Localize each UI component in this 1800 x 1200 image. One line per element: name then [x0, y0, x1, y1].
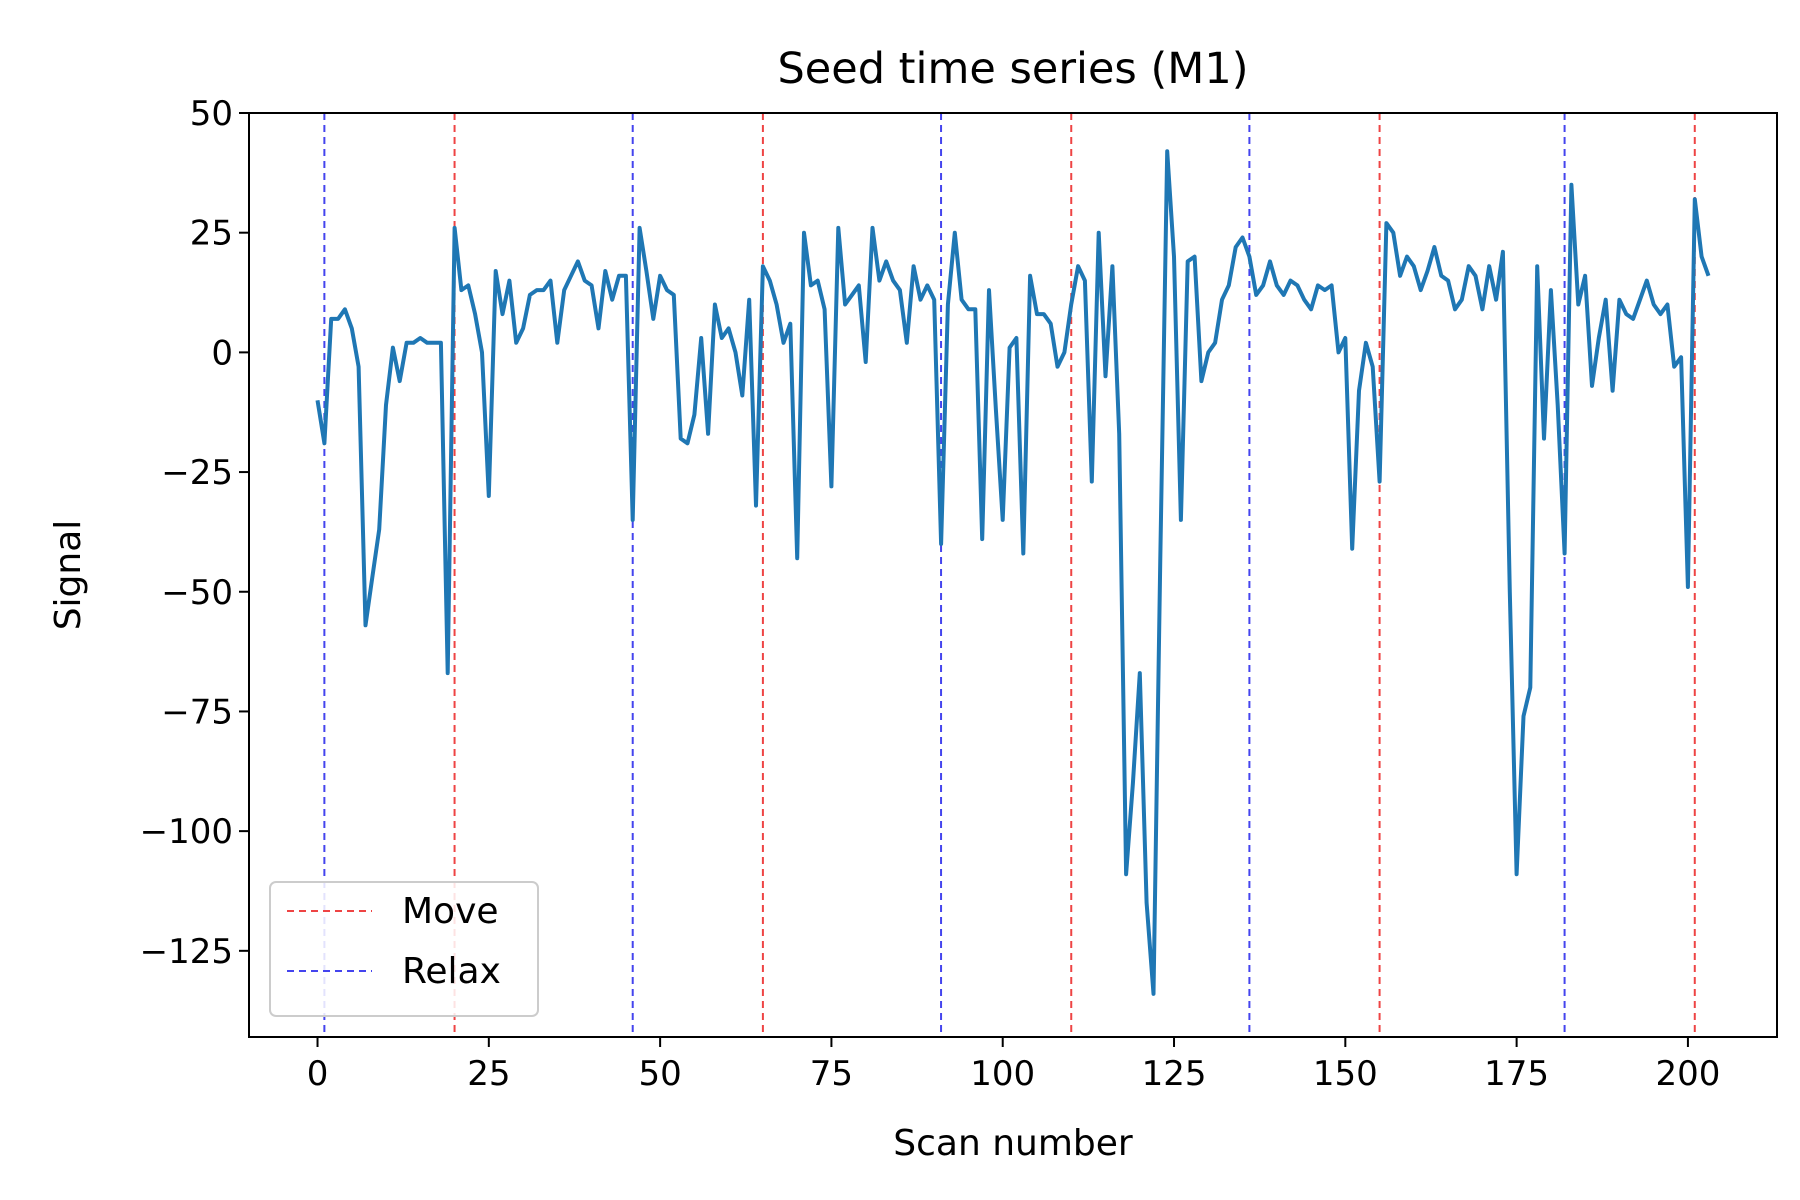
- legend-label-move: Move: [402, 891, 499, 932]
- y-tick-label: −125: [140, 932, 233, 972]
- x-tick-label: 25: [467, 1054, 510, 1094]
- y-tick-label: −100: [140, 812, 233, 852]
- x-tick-label: 50: [638, 1054, 681, 1094]
- x-axis-label: Scan number: [893, 1123, 1133, 1164]
- x-tick-label: 175: [1484, 1054, 1549, 1094]
- y-axis-ticks: 50 25 0 −25 −50 −75 −100 −125: [140, 94, 249, 972]
- y-axis-label: Signal: [48, 520, 89, 631]
- x-tick-label: 100: [970, 1054, 1035, 1094]
- x-tick-label: 125: [1142, 1054, 1207, 1094]
- plot-frame: [248, 112, 1778, 1038]
- x-tick-label: 75: [810, 1054, 853, 1094]
- series-group: [315, 149, 1711, 996]
- y-tick-label: 50: [190, 94, 233, 134]
- legend-box: [269, 881, 539, 1017]
- chart-title: Seed time series (M1): [777, 44, 1248, 94]
- y-tick-label: 25: [190, 214, 233, 254]
- y-tick-label: −75: [161, 692, 233, 732]
- x-tick-label: 200: [1655, 1054, 1720, 1094]
- y-tick-label: −25: [161, 453, 233, 493]
- x-tick-label: 0: [307, 1054, 329, 1094]
- legend-label-relax: Relax: [402, 951, 501, 992]
- y-tick-label: −50: [161, 573, 233, 613]
- legend: Move Relax: [269, 881, 539, 1017]
- y-tick-label: 0: [211, 333, 233, 373]
- series-line-0: [315, 149, 1711, 996]
- x-tick-label: 150: [1313, 1054, 1378, 1094]
- x-axis-ticks: 0 25 50 75 100 125 150 175 200: [307, 1037, 1720, 1094]
